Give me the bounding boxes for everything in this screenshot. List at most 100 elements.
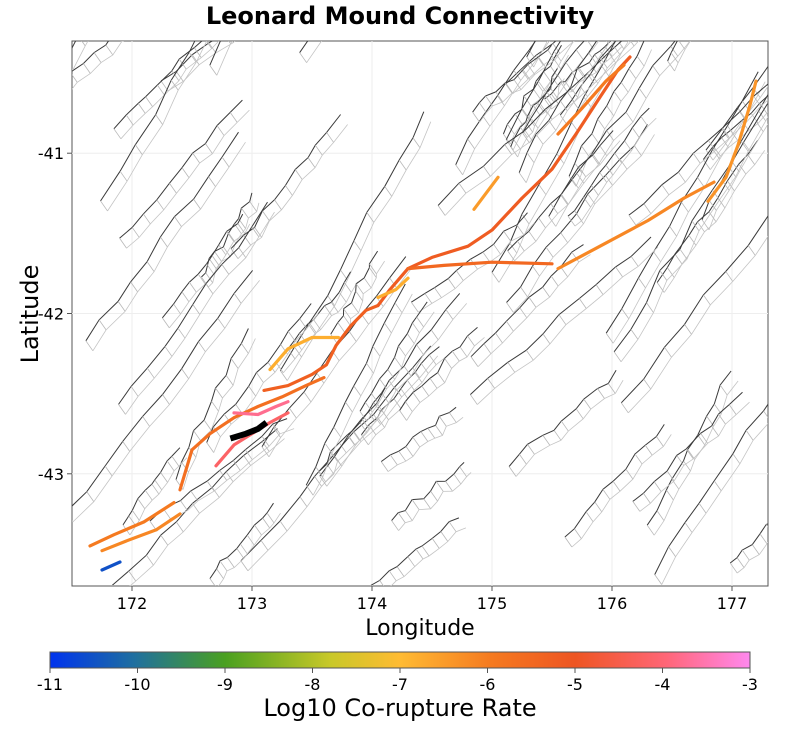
fault-panel-edge	[434, 287, 442, 298]
fault-panel-edge	[523, 95, 532, 107]
fault-panel-edge	[379, 378, 387, 390]
fault-panel-edge	[532, 265, 540, 277]
fault-panel-edge	[244, 449, 253, 460]
fault-panel-edge	[230, 248, 239, 259]
fault-panel-edge	[217, 317, 226, 329]
fault-panel-edge	[171, 455, 180, 467]
fault-panel-edge	[666, 470, 675, 482]
fault-panel-edge	[138, 13, 145, 23]
fault-panel-outline	[326, 303, 468, 487]
fault-panel-edge	[72, 74, 78, 83]
fault-panel-edge	[561, 194, 569, 205]
fault-panel-edge	[613, 351, 622, 363]
fault-trace	[455, 41, 537, 166]
fault-panel-edge	[643, 493, 651, 504]
fault-panel-edge	[178, 58, 187, 70]
fault-panel-edge	[181, 167, 190, 178]
fault-panel-edge	[98, 319, 107, 331]
fault-panel-edge	[552, 43, 561, 54]
fault-panel-edge	[146, 554, 154, 566]
fault-panel-edge	[521, 213, 530, 225]
fault-panel-edge	[507, 362, 516, 373]
fault-panel-edge	[398, 450, 407, 462]
fault-panel-outline	[663, 150, 766, 293]
fault-panel-outline	[237, 124, 348, 259]
fault-panel-edge	[487, 378, 495, 389]
fault-panel-edge	[620, 82, 629, 93]
fault-panel-edge	[767, 103, 768, 105]
fault-panel-edge	[146, 261, 155, 272]
fault-panel-edge	[275, 362, 284, 373]
fault-panel-edge	[745, 430, 754, 441]
fault-panel-edge	[223, 246, 231, 258]
fault-panel-edge	[697, 177, 705, 188]
fault-panel-edge	[588, 0, 595, 4]
fault-panel-edge	[560, 232, 568, 243]
fault-panel-edge	[305, 484, 314, 496]
fault-panel-edge	[373, 414, 381, 425]
fault-panel-edge	[229, 112, 238, 123]
fault-panel-edge	[122, 441, 131, 452]
fault-panel-edge	[606, 41, 609, 44]
fault-panel-edge	[588, 52, 596, 63]
fault-panel-edge	[155, 114, 163, 125]
fault-panel-edge	[394, 302, 403, 314]
fault-panel-edge	[674, 253, 683, 265]
fault-panel-edge	[617, 41, 624, 49]
fault-panel-edge	[299, 496, 308, 507]
fault-panel-edge	[384, 322, 392, 334]
fault-panel-edge	[327, 295, 336, 306]
fault-trace	[161, 213, 244, 319]
fault-panel-edge	[591, 133, 600, 144]
fault-panel-edge	[353, 385, 362, 397]
fault-panel-edge	[506, 320, 514, 332]
fault-panel-edge	[198, 341, 206, 352]
fault-panel-edge	[797, 365, 800, 375]
axis-ticks: 172 173 174 175 176 177 -41 -42 -43	[38, 144, 747, 613]
fault-trace	[100, 41, 196, 202]
fault-panel-edge	[577, 67, 585, 79]
colorbar-tick-label: -8	[305, 675, 321, 694]
fault-panel-edge	[398, 345, 406, 357]
fault-panel-edge	[343, 308, 351, 319]
fault-panel-edge	[613, 91, 622, 102]
fault-panel-edge	[599, 57, 608, 69]
colorbar-tick-label: -4	[655, 675, 671, 694]
fault-panel-edge	[435, 425, 443, 436]
fault-panel-edge	[570, 29, 577, 39]
fault-panel-edge	[415, 548, 424, 560]
fault-panel-edge	[495, 91, 504, 103]
fault-panel-outline	[477, 246, 659, 405]
fault-panel-edge	[525, 121, 533, 133]
fault-panel-edge	[759, 102, 768, 114]
fault-panel-edge	[411, 301, 419, 313]
fault-panel-edge	[324, 305, 332, 316]
fault-trace	[559, 41, 617, 116]
fault-panel-edge	[81, 41, 86, 47]
fault-panel-edge	[678, 171, 686, 183]
fault-panel-edge	[241, 343, 249, 354]
fault-panel-edge	[628, 214, 637, 226]
fault-panel-edge	[241, 7, 248, 17]
fault-panel-edge	[636, 55, 645, 67]
fault-panel-edge	[143, 213, 151, 225]
fault-panel-edge	[652, 65, 661, 76]
fault-panel-edge	[550, 93, 559, 105]
fault-panel-edge	[790, 188, 797, 198]
fault-panel-edge	[381, 392, 389, 404]
fault-panel-edge	[117, 301, 126, 312]
fault-panel-outline	[712, 85, 768, 161]
fault-panel-edge	[164, 346, 173, 357]
fault-panel-edge	[105, 44, 114, 56]
fault-panel-edge	[367, 411, 376, 422]
fault-panel-outline	[268, 266, 414, 458]
fault-panel-edge	[377, 417, 385, 428]
fault-trace	[544, 41, 612, 100]
fault-panel-edge	[157, 84, 165, 96]
fault-panel-edge	[513, 79, 522, 90]
fault-panel-edge	[548, 120, 557, 131]
y-tick-label: -43	[38, 465, 64, 484]
fault-panel-edge	[507, 250, 515, 262]
fault-panel-edge	[624, 140, 632, 152]
fault-panel-edge	[504, 82, 513, 94]
